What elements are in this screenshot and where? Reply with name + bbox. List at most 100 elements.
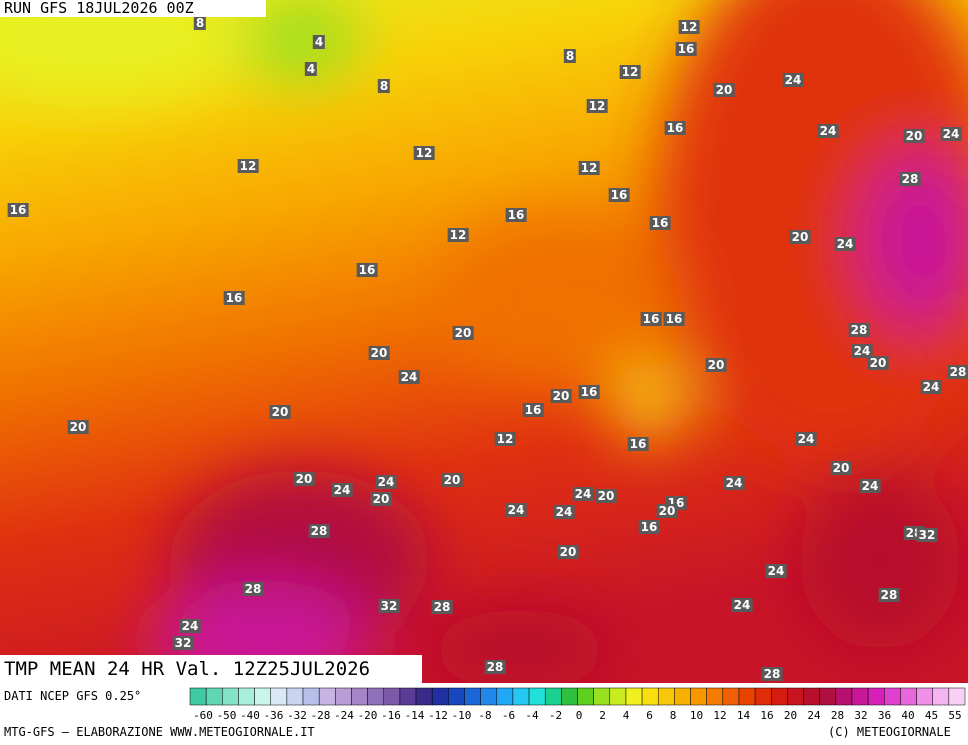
colorbar-tick-label: 6 bbox=[646, 709, 653, 722]
colorbar-swatch bbox=[819, 687, 837, 706]
colorbar-swatch bbox=[480, 687, 498, 706]
temperature-label: 24 bbox=[940, 127, 962, 141]
temperature-label: 16 bbox=[505, 208, 527, 222]
temperature-label: 20 bbox=[550, 389, 572, 403]
temperature-label: 20 bbox=[557, 545, 579, 559]
temperature-label: 24 bbox=[331, 483, 353, 497]
temperature-label: 32 bbox=[378, 599, 400, 613]
colorbar-tick-label: 24 bbox=[807, 709, 821, 722]
temperature-label: 20 bbox=[452, 326, 474, 340]
colorbar-tick-label: -8 bbox=[478, 709, 491, 722]
colorbar-tick-label: 0 bbox=[576, 709, 583, 722]
temperature-label: 16 bbox=[663, 312, 685, 326]
temperature-label: 28 bbox=[242, 582, 264, 596]
temperature-label: 16 bbox=[675, 42, 697, 56]
product-title: TMP MEAN 24 HR Val. 12Z25JUL2026 bbox=[0, 655, 422, 683]
colorbar-swatch bbox=[254, 687, 271, 706]
colorbar-tick-label: -28 bbox=[311, 709, 331, 722]
colorbar-tick-label: 40 bbox=[901, 709, 914, 722]
colorbar-swatch bbox=[884, 687, 901, 706]
temperature-label: 24 bbox=[782, 73, 804, 87]
colorbar-swatch bbox=[286, 687, 304, 706]
colorbar-tick-label: -6 bbox=[502, 709, 515, 722]
colorbar-swatch bbox=[625, 687, 643, 706]
temperature-label: 20 bbox=[656, 504, 678, 518]
colorbar-swatch bbox=[916, 687, 933, 706]
colorbar-swatch bbox=[318, 687, 336, 706]
temperature-label: 20 bbox=[830, 461, 852, 475]
colorbar-tick-label: -14 bbox=[405, 709, 425, 722]
temperature-label: 20 bbox=[441, 473, 463, 487]
colorbar-tick-label: -36 bbox=[264, 709, 284, 722]
temperature-label: 28 bbox=[947, 365, 968, 379]
colorbar-tick-label: -10 bbox=[452, 709, 472, 722]
temperature-label: 28 bbox=[308, 524, 330, 538]
temperature-label: 20 bbox=[713, 83, 735, 97]
colorbar-tick-label: 4 bbox=[623, 709, 630, 722]
colorbar-swatch bbox=[544, 687, 562, 706]
colorbar-swatch bbox=[448, 687, 465, 706]
colorbar-tick-label: 45 bbox=[925, 709, 938, 722]
temperature-label: 4 bbox=[304, 62, 318, 76]
colorbar-tick-label: 32 bbox=[854, 709, 867, 722]
source: DATI NCEP GFS 0.25° bbox=[4, 689, 142, 703]
temperature-label: 16 bbox=[578, 385, 600, 399]
colorbar-swatch bbox=[641, 687, 659, 706]
colorbar-tick-label: -24 bbox=[334, 709, 354, 722]
run-title: RUN GFS 18JUL2026 00Z bbox=[0, 0, 266, 17]
colorbar-swatch bbox=[657, 687, 675, 706]
temperature-label: 8 bbox=[563, 49, 577, 63]
colorbar-swatch bbox=[335, 687, 352, 706]
colorbar-swatch bbox=[738, 687, 756, 706]
colorbar-swatch bbox=[577, 687, 594, 706]
colorbar: -60 -50 -40 -36 -32 -28 -24 -20 -16 -14 -12 -10 -8 -6… bbox=[189, 687, 966, 722]
colorbar-tick-label: 36 bbox=[878, 709, 891, 722]
colorbar-tick-label: -12 bbox=[428, 709, 448, 722]
temperature-label: 16 bbox=[638, 520, 660, 534]
colorbar-tick-label: 10 bbox=[690, 709, 703, 722]
colorbar-tick-label: -4 bbox=[525, 709, 539, 722]
colorbar-swatch bbox=[609, 687, 627, 706]
temperature-label: 12 bbox=[494, 432, 516, 446]
temperature-label: 28 bbox=[431, 600, 453, 614]
temperature-label: 28 bbox=[848, 323, 870, 337]
temperature-label: 8 bbox=[193, 16, 207, 30]
temperature-label: 12 bbox=[678, 20, 700, 34]
colorbar-tick-label: -32 bbox=[287, 709, 307, 722]
temperature-label: 24 bbox=[795, 432, 817, 446]
colorbar-swatch bbox=[528, 687, 546, 706]
temperature-label: 24 bbox=[375, 475, 397, 489]
colorbar-tick-label: -40 bbox=[240, 709, 260, 722]
temperature-label: 24 bbox=[817, 124, 839, 138]
colorbar-swatch bbox=[302, 687, 320, 706]
colorbar-tick-label: 55 bbox=[948, 709, 961, 722]
temperature-label: 24 bbox=[834, 237, 856, 251]
colorbar-swatch bbox=[932, 687, 950, 706]
temperature-map bbox=[0, 0, 968, 683]
colorbar-swatch bbox=[415, 687, 433, 706]
temperature-label: 16 bbox=[649, 216, 671, 230]
colorbar-swatch bbox=[270, 687, 288, 706]
colorbar-tick-label: -2 bbox=[549, 709, 562, 722]
temperature-label: 28 bbox=[878, 588, 900, 602]
colorbar-swatch bbox=[205, 687, 223, 706]
temperature-label: 24 bbox=[851, 344, 873, 358]
colorbar-swatch bbox=[367, 687, 384, 706]
colorbar-swatch bbox=[593, 687, 611, 706]
colorbar-swatch bbox=[431, 687, 449, 706]
colorbar-swatch bbox=[754, 687, 772, 706]
temperature-label: 20 bbox=[705, 358, 727, 372]
colorbar-tick-label: 12 bbox=[713, 709, 726, 722]
temperature-label: 32 bbox=[916, 528, 938, 542]
colorbar-swatch bbox=[900, 687, 917, 706]
temperature-label: 16 bbox=[664, 121, 686, 135]
temperature-label: 12 bbox=[578, 161, 600, 175]
colorbar-swatch bbox=[948, 687, 966, 706]
temperature-label: 24 bbox=[859, 479, 881, 493]
temperature-label: 20 bbox=[368, 346, 390, 360]
temperature-label: 24 bbox=[572, 487, 594, 501]
temperature-label: 28 bbox=[899, 172, 921, 186]
colorbar-tick-label: -16 bbox=[381, 709, 401, 722]
temperature-label: 24 bbox=[398, 370, 420, 384]
colorbar-swatch bbox=[851, 687, 869, 706]
